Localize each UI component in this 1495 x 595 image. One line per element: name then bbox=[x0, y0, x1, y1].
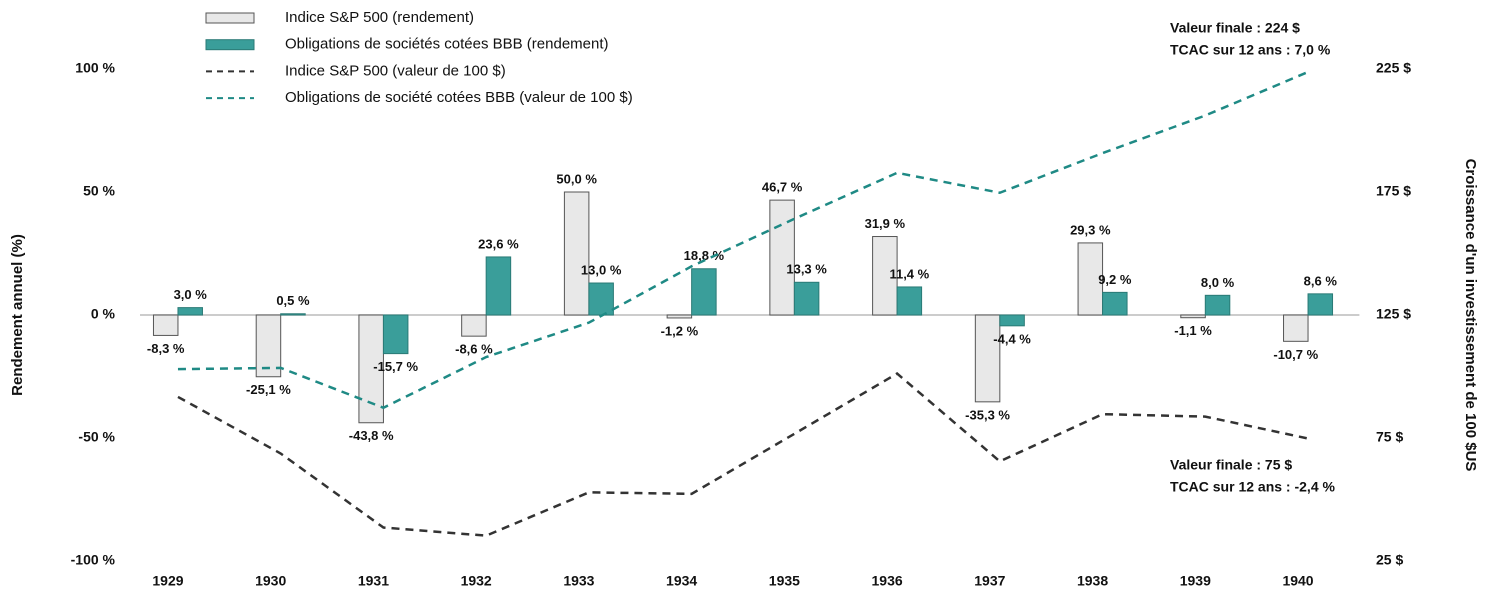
x-tick-label: 1934 bbox=[666, 573, 697, 589]
y-tick-label: -50 % bbox=[78, 429, 115, 445]
x-tick-label: 1940 bbox=[1282, 573, 1313, 589]
data-label: 31,9 % bbox=[865, 216, 906, 231]
x-tick-label: 1936 bbox=[872, 573, 903, 589]
data-label: 46,7 % bbox=[762, 180, 803, 195]
bar bbox=[563, 191, 590, 316]
y-tick-label: -100 % bbox=[71, 552, 116, 568]
annotation: TCAC sur 12 ans : 7,0 % bbox=[1170, 42, 1331, 58]
bar bbox=[588, 282, 614, 316]
bar bbox=[1077, 242, 1104, 316]
x-tick-label: 1931 bbox=[358, 573, 389, 589]
bar bbox=[793, 281, 820, 316]
bar bbox=[358, 314, 384, 424]
data-label: 50,0 % bbox=[556, 171, 597, 186]
legend-swatch bbox=[205, 39, 255, 51]
y-tick-label: 0 % bbox=[91, 306, 116, 322]
bar bbox=[255, 314, 282, 378]
bar bbox=[280, 313, 306, 316]
data-label: -8,6 % bbox=[455, 342, 493, 357]
y2-axis-label: Croissance d'un investissement de 100 $U… bbox=[1462, 159, 1479, 472]
bar bbox=[666, 314, 693, 319]
y2-tick-label: 75 $ bbox=[1376, 429, 1403, 445]
bar bbox=[1180, 314, 1206, 319]
legend-label: Indice S&P 500 (rendement) bbox=[285, 9, 474, 26]
y2-tick-label: 225 $ bbox=[1376, 60, 1411, 76]
data-label: -43,8 % bbox=[349, 428, 394, 443]
x-tick-label: 1938 bbox=[1077, 573, 1108, 589]
data-label: 3,0 % bbox=[174, 287, 208, 302]
data-label: 29,3 % bbox=[1070, 222, 1111, 237]
bar bbox=[152, 314, 179, 336]
legend-label: Obligations de sociétés cotées BBB (rend… bbox=[285, 36, 609, 53]
y-tick-label: 100 % bbox=[75, 60, 115, 76]
data-label: 13,0 % bbox=[581, 262, 622, 277]
data-label: -1,1 % bbox=[1174, 323, 1212, 338]
x-tick-label: 1937 bbox=[974, 573, 1005, 589]
y-tick-label: 50 % bbox=[83, 183, 115, 199]
bar bbox=[999, 314, 1025, 327]
line bbox=[177, 70, 1309, 410]
data-label: -8,3 % bbox=[147, 341, 185, 356]
data-label: -35,3 % bbox=[965, 407, 1010, 422]
annotation: Valeur finale : 75 $ bbox=[1170, 457, 1292, 473]
data-label: -25,1 % bbox=[246, 382, 291, 397]
data-label: 18,8 % bbox=[684, 248, 725, 263]
bar bbox=[1102, 291, 1128, 316]
data-label: 9,2 % bbox=[1098, 272, 1132, 287]
y2-tick-label: 175 $ bbox=[1376, 183, 1411, 199]
data-label: 8,6 % bbox=[1304, 273, 1338, 288]
data-label: 0,5 % bbox=[276, 293, 310, 308]
x-tick-label: 1939 bbox=[1180, 573, 1211, 589]
bar bbox=[691, 268, 717, 316]
x-tick-label: 1929 bbox=[152, 573, 183, 589]
data-label: 8,0 % bbox=[1201, 275, 1235, 290]
bar bbox=[974, 314, 1001, 403]
legend-label: Indice S&P 500 (valeur de 100 $) bbox=[285, 62, 506, 79]
data-label: 23,6 % bbox=[478, 236, 519, 251]
data-label: -10,7 % bbox=[1273, 347, 1318, 362]
bar bbox=[485, 256, 512, 316]
legend-label: Obligations de société cotées BBB (valeu… bbox=[285, 89, 633, 106]
bar bbox=[1283, 314, 1309, 342]
data-label: 11,4 % bbox=[889, 266, 929, 281]
legend-swatch bbox=[205, 12, 255, 24]
bar bbox=[461, 314, 487, 337]
y-axis-label: Rendement annuel (%) bbox=[9, 234, 26, 396]
x-tick-label: 1932 bbox=[461, 573, 492, 589]
x-tick-label: 1933 bbox=[563, 573, 594, 589]
bar bbox=[769, 199, 795, 316]
annotation: Valeur finale : 224 $ bbox=[1170, 20, 1300, 36]
bar bbox=[896, 286, 923, 316]
annotation: TCAC sur 12 ans : -2,4 % bbox=[1170, 479, 1335, 495]
bar bbox=[872, 236, 898, 316]
y2-tick-label: 125 $ bbox=[1376, 306, 1411, 322]
data-label: 13,3 % bbox=[786, 262, 827, 277]
data-label: -4,4 % bbox=[993, 331, 1031, 346]
y2-tick-label: 25 $ bbox=[1376, 552, 1403, 568]
bar bbox=[177, 307, 203, 316]
x-tick-label: 1930 bbox=[255, 573, 286, 589]
bar bbox=[382, 314, 409, 355]
data-label: -1,2 % bbox=[661, 323, 699, 338]
x-tick-label: 1935 bbox=[769, 573, 800, 589]
bar bbox=[1204, 294, 1231, 316]
data-label: -15,7 % bbox=[373, 359, 418, 374]
line bbox=[177, 372, 1309, 537]
bar bbox=[1307, 293, 1334, 316]
